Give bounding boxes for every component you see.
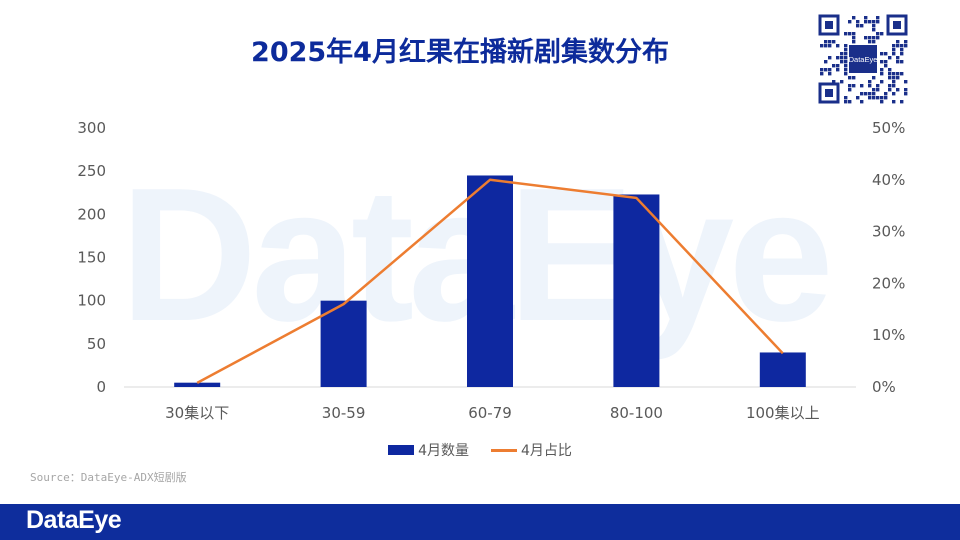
legend-swatch-line [491, 448, 517, 452]
legend-swatch-bar [388, 445, 415, 455]
chart-title: 2025年4月红果在播新剧集数分布 [251, 37, 669, 68]
chart: 0 50 100 150 200 250 300 0% 10% 20% 30% 40% 50% 30集… [77, 119, 905, 422]
y-right-tick-label: 20% [872, 274, 905, 292]
y-right-tick-label: 40% [872, 171, 905, 189]
legend: 4月数量 4月占比 [0, 440, 960, 460]
x-tick-label: 80-100 [610, 404, 663, 422]
footer-bar: DataEye [0, 504, 960, 540]
y-right-tick-label: 10% [872, 326, 905, 344]
y-left-tick-label: 0 [96, 378, 106, 396]
source-note: Source：DataEye-ADX短剧版 [30, 471, 187, 484]
y-left-tick-label: 100 [77, 292, 106, 310]
bar-1 [320, 300, 367, 387]
y-right-tick-label: 30% [872, 223, 905, 241]
legend-item-ratio: 4月占比 [491, 440, 572, 460]
qr-code-icon: DataEye [818, 14, 908, 104]
bar-4 [759, 352, 806, 387]
x-tick-label: 30集以下 [165, 404, 229, 422]
legend-label-ratio: 4月占比 [521, 443, 572, 459]
y-left-tick-label: 250 [77, 162, 106, 180]
y-left-tick-label: 300 [77, 119, 106, 137]
y-right-tick-label: 0% [872, 378, 896, 396]
x-tick-label: 100集以上 [746, 404, 820, 422]
series-line-ratio [196, 178, 784, 384]
y-left-tick-label: 150 [77, 249, 106, 267]
bar-2 [467, 175, 513, 387]
y-left-tick-label: 200 [77, 205, 106, 223]
bar-0 [174, 382, 221, 387]
qr-logo-text: DataEye [849, 55, 878, 64]
x-tick-label: 60-79 [468, 404, 512, 422]
footer-logo: DataEye [26, 506, 122, 534]
bar-3 [613, 194, 660, 387]
legend-label-count: 4月数量 [418, 443, 469, 459]
y-right-tick-label: 50% [872, 119, 905, 137]
y-left-tick-label: 50 [87, 335, 106, 353]
x-tick-label: 30-59 [322, 404, 366, 422]
legend-item-count: 4月数量 [388, 440, 469, 460]
